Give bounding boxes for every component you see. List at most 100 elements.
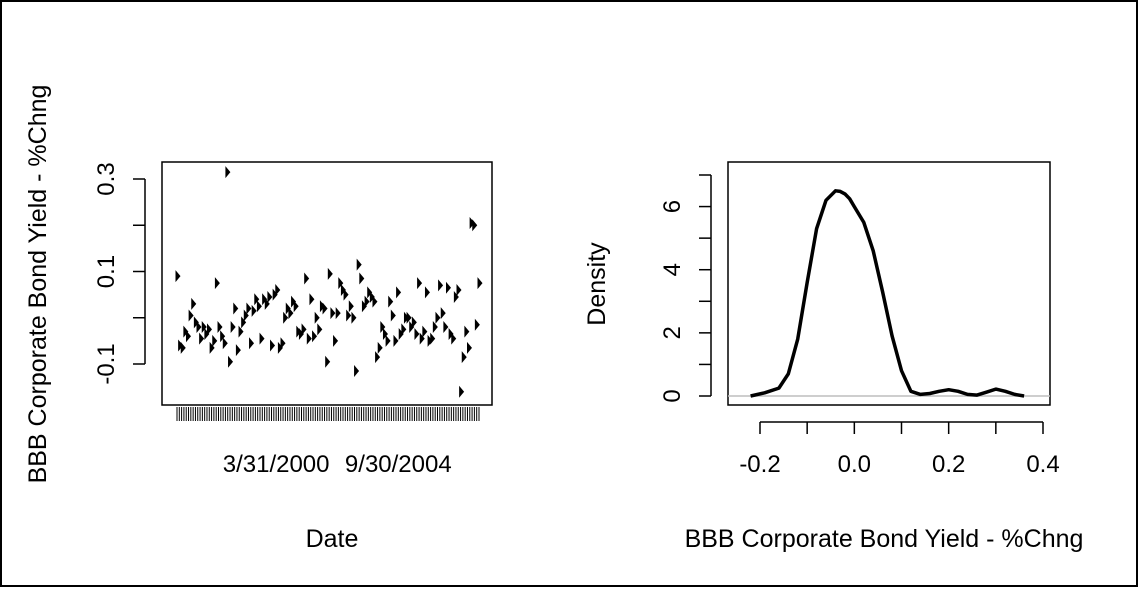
scatter-x-tick-label: 3/31/2000 bbox=[223, 451, 330, 478]
scatter-point bbox=[393, 334, 399, 347]
scatter-point bbox=[199, 332, 205, 345]
density-x-tick-labels: -0.2 0.0 0.2 0.4 bbox=[739, 451, 1059, 478]
scatter-point bbox=[419, 332, 425, 345]
scatter-point bbox=[175, 270, 181, 283]
scatter-point bbox=[251, 304, 257, 317]
scatter-y-axis-label: BBB Corporate Bond Yield - %Chng bbox=[24, 85, 52, 484]
scatter-point bbox=[304, 272, 310, 285]
scatter-point bbox=[382, 327, 388, 340]
scatter-point bbox=[233, 302, 239, 315]
scatter-point bbox=[427, 334, 433, 347]
density-plot-box bbox=[727, 161, 1051, 406]
scatter-point bbox=[317, 323, 323, 336]
scatter-point bbox=[388, 295, 394, 308]
scatter-point bbox=[209, 341, 215, 354]
scatter-y-ticks bbox=[133, 178, 145, 365]
scatter-point bbox=[298, 327, 304, 340]
scatter-y-tick-labels: -0.1 0.1 0.3 bbox=[93, 162, 120, 384]
scatter-point bbox=[283, 311, 289, 324]
scatter-point bbox=[180, 341, 186, 354]
scatter-point bbox=[385, 334, 391, 347]
scatter-point bbox=[380, 321, 386, 333]
scatter-point bbox=[267, 290, 273, 303]
scatter-point bbox=[445, 281, 451, 294]
scatter-point bbox=[246, 302, 252, 315]
scatter-y-tick-label: 0.3 bbox=[93, 162, 120, 195]
scatter-point bbox=[466, 341, 472, 354]
scatter-point bbox=[306, 332, 312, 345]
scatter-point bbox=[354, 364, 360, 377]
scatter-point bbox=[314, 311, 320, 324]
scatter-point bbox=[193, 316, 199, 329]
scatter-point bbox=[291, 295, 297, 308]
scatter-point bbox=[196, 321, 202, 333]
scatter-point bbox=[356, 258, 362, 271]
density-x-tick-label: 0.0 bbox=[838, 451, 871, 478]
scatter-point bbox=[474, 318, 480, 331]
density-y-axis-label: Density bbox=[583, 242, 611, 326]
density-y-tick-label: 0 bbox=[659, 389, 686, 402]
scatter-point bbox=[369, 290, 375, 303]
scatter-point bbox=[262, 293, 268, 306]
scatter-x-axis-label: Date bbox=[306, 525, 359, 553]
density-y-tick-label: 4 bbox=[659, 263, 686, 276]
scatter-point bbox=[406, 311, 412, 324]
scatter-point bbox=[280, 337, 286, 350]
scatter-panel: -0.1 0.1 0.3 3/31/2000 9/30/2004 Date BBB C… bbox=[24, 85, 493, 553]
scatter-point bbox=[275, 284, 281, 296]
scatter-x-tick-labels: 3/31/2000 9/30/2004 bbox=[223, 451, 452, 478]
scatter-point bbox=[435, 311, 441, 324]
scatter-point bbox=[414, 327, 420, 340]
scatter-point bbox=[222, 337, 228, 350]
scatter-point bbox=[424, 286, 430, 299]
density-x-ticks bbox=[759, 422, 1044, 434]
scatter-point bbox=[390, 309, 396, 322]
scatter-point bbox=[461, 351, 467, 364]
scatter-point bbox=[325, 355, 331, 368]
scatter-point bbox=[351, 311, 357, 324]
scatter-point bbox=[338, 277, 344, 290]
scatter-point bbox=[254, 293, 260, 306]
scatter-point bbox=[264, 297, 270, 310]
density-y-ticks bbox=[699, 174, 711, 397]
scatter-x-tick-label: 9/30/2004 bbox=[345, 451, 452, 478]
scatter-point bbox=[228, 355, 234, 368]
scatter-point bbox=[333, 334, 339, 347]
scatter-point bbox=[186, 330, 192, 343]
scatter-point bbox=[241, 316, 247, 329]
scatter-point bbox=[230, 321, 236, 333]
scatter-point bbox=[293, 300, 299, 313]
scatter-y-tick-label: 0.1 bbox=[93, 255, 120, 288]
density-x-tick-label: -0.2 bbox=[739, 451, 780, 478]
scatter-point bbox=[188, 309, 194, 322]
scatter-point bbox=[225, 166, 231, 179]
scatter-points bbox=[175, 166, 483, 398]
scatter-point bbox=[411, 316, 417, 329]
scatter-point bbox=[348, 300, 354, 313]
density-y-tick-label: 6 bbox=[659, 200, 686, 213]
density-y-tick-label: 2 bbox=[659, 326, 686, 339]
scatter-point bbox=[256, 300, 262, 313]
scatter-point bbox=[272, 288, 278, 301]
scatter-point bbox=[204, 327, 210, 340]
scatter-point bbox=[375, 351, 381, 364]
scatter-point bbox=[396, 286, 402, 299]
scatter-point bbox=[319, 300, 325, 313]
scatter-point bbox=[377, 341, 383, 354]
scatter-point bbox=[372, 295, 378, 308]
scatter-point bbox=[235, 344, 241, 357]
scatter-point bbox=[477, 277, 483, 290]
scatter-point bbox=[220, 330, 226, 343]
scatter-point bbox=[432, 321, 438, 333]
scatter-point bbox=[459, 385, 465, 398]
scatter-point bbox=[212, 334, 218, 347]
density-x-tick-label: 0.2 bbox=[932, 451, 965, 478]
scatter-point bbox=[417, 277, 423, 290]
scatter-point bbox=[217, 321, 223, 333]
scatter-point bbox=[346, 309, 352, 322]
scatter-point bbox=[301, 323, 307, 336]
scatter-point bbox=[270, 339, 276, 352]
scatter-plot-box bbox=[161, 161, 493, 406]
